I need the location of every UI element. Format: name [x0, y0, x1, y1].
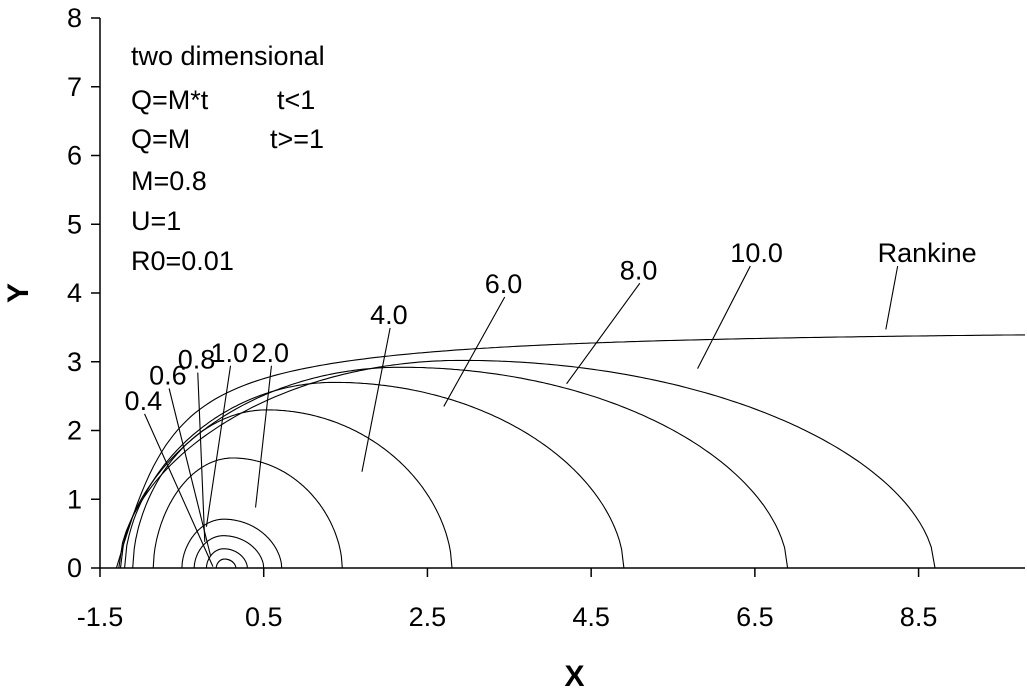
y-tick-label: 1: [67, 484, 82, 514]
annotation-r0: R0=0.01: [131, 246, 234, 276]
curve-labels: 0.40.60.81.0 2.0 4.0 6.0 8.0 10.0 Rankine: [125, 238, 977, 567]
curve-label-0-4: 0.4: [125, 386, 163, 416]
x-axis-title: X: [564, 660, 584, 691]
curve-0-4: [215, 558, 237, 569]
leader-0-4: [144, 413, 214, 567]
leader-10-0: [697, 265, 751, 369]
curves: [115, 334, 1025, 569]
x-tick-label: 2.5: [409, 602, 447, 632]
y-tick-label: 5: [67, 209, 82, 239]
annotation-q-ramp-condition: t<1: [277, 85, 315, 115]
annotation-q-ramp: Q=M*t: [131, 85, 209, 115]
y-tick-label: 6: [67, 141, 82, 171]
curve-rankine: [115, 334, 1025, 569]
y-tick-label: 7: [67, 72, 82, 102]
curve-label-rankine: Rankine: [878, 238, 977, 268]
curve-label-0-8: 0.8: [178, 345, 216, 375]
y-tick-label: 2: [67, 416, 82, 446]
y-tick-label: 3: [67, 347, 82, 377]
annotation-q-const-condition: t>=1: [270, 124, 324, 154]
annotations: two dimensional Q=M*t t<1 Q=M t>=1 M=0.8…: [131, 41, 325, 276]
curve-label-6-0: 6.0: [485, 269, 523, 299]
curve-label-10-0: 10.0: [730, 238, 783, 268]
y-tick-label: 8: [67, 3, 82, 33]
annotation-title: two dimensional: [131, 41, 325, 71]
leader-8-0: [566, 282, 641, 385]
curve-8-0: [119, 366, 789, 569]
y-axis-title: Y: [2, 283, 35, 303]
x-tick-label: 8.5: [900, 602, 938, 632]
leader-0-6: [168, 388, 212, 556]
y-ticks: 0 1 2 3 4 5 6 7 8: [67, 3, 100, 583]
x-tick-label: -1.5: [77, 602, 124, 632]
leader-1-0: [205, 365, 232, 527]
curve-0-8: [193, 535, 265, 569]
leader-4-0: [361, 327, 391, 472]
curve-label-8-0: 8.0: [620, 255, 658, 285]
annotation-q-const: Q=M: [131, 124, 190, 154]
leader-6-0: [443, 296, 506, 407]
curve-1-0: [181, 518, 283, 569]
annotation-u: U=1: [131, 206, 181, 236]
curve-2-0: [152, 457, 343, 569]
curve-6-0: [124, 381, 625, 569]
x-tick-label: 6.5: [736, 602, 774, 632]
x-tick-label: 4.5: [572, 602, 610, 632]
y-tick-label: 4: [67, 278, 82, 308]
curve-label-0-6: 0.6: [149, 360, 187, 390]
x-tick-label: 0.5: [245, 602, 283, 632]
x-ticks: -1.5 0.5 2.5 4.5 6.5 8.5: [77, 568, 938, 632]
curve-10-0: [118, 359, 936, 569]
y-tick-label: 0: [67, 553, 82, 583]
annotation-m: M=0.8: [131, 166, 207, 196]
curve-label-2-0: 2.0: [251, 338, 289, 368]
axes: 0 1 2 3 4 5 6 7 8 -1.5 0.5 2.5 4.5 6.5 8.5 X Y: [2, 3, 1025, 691]
curve-label-1-0: 1.0: [211, 338, 249, 368]
curve-0-6: [205, 548, 248, 569]
leader-rankine: [885, 265, 899, 330]
leader-0-8: [197, 372, 206, 542]
curve-label-4-0: 4.0: [370, 300, 408, 330]
leader-2-0: [254, 365, 272, 508]
